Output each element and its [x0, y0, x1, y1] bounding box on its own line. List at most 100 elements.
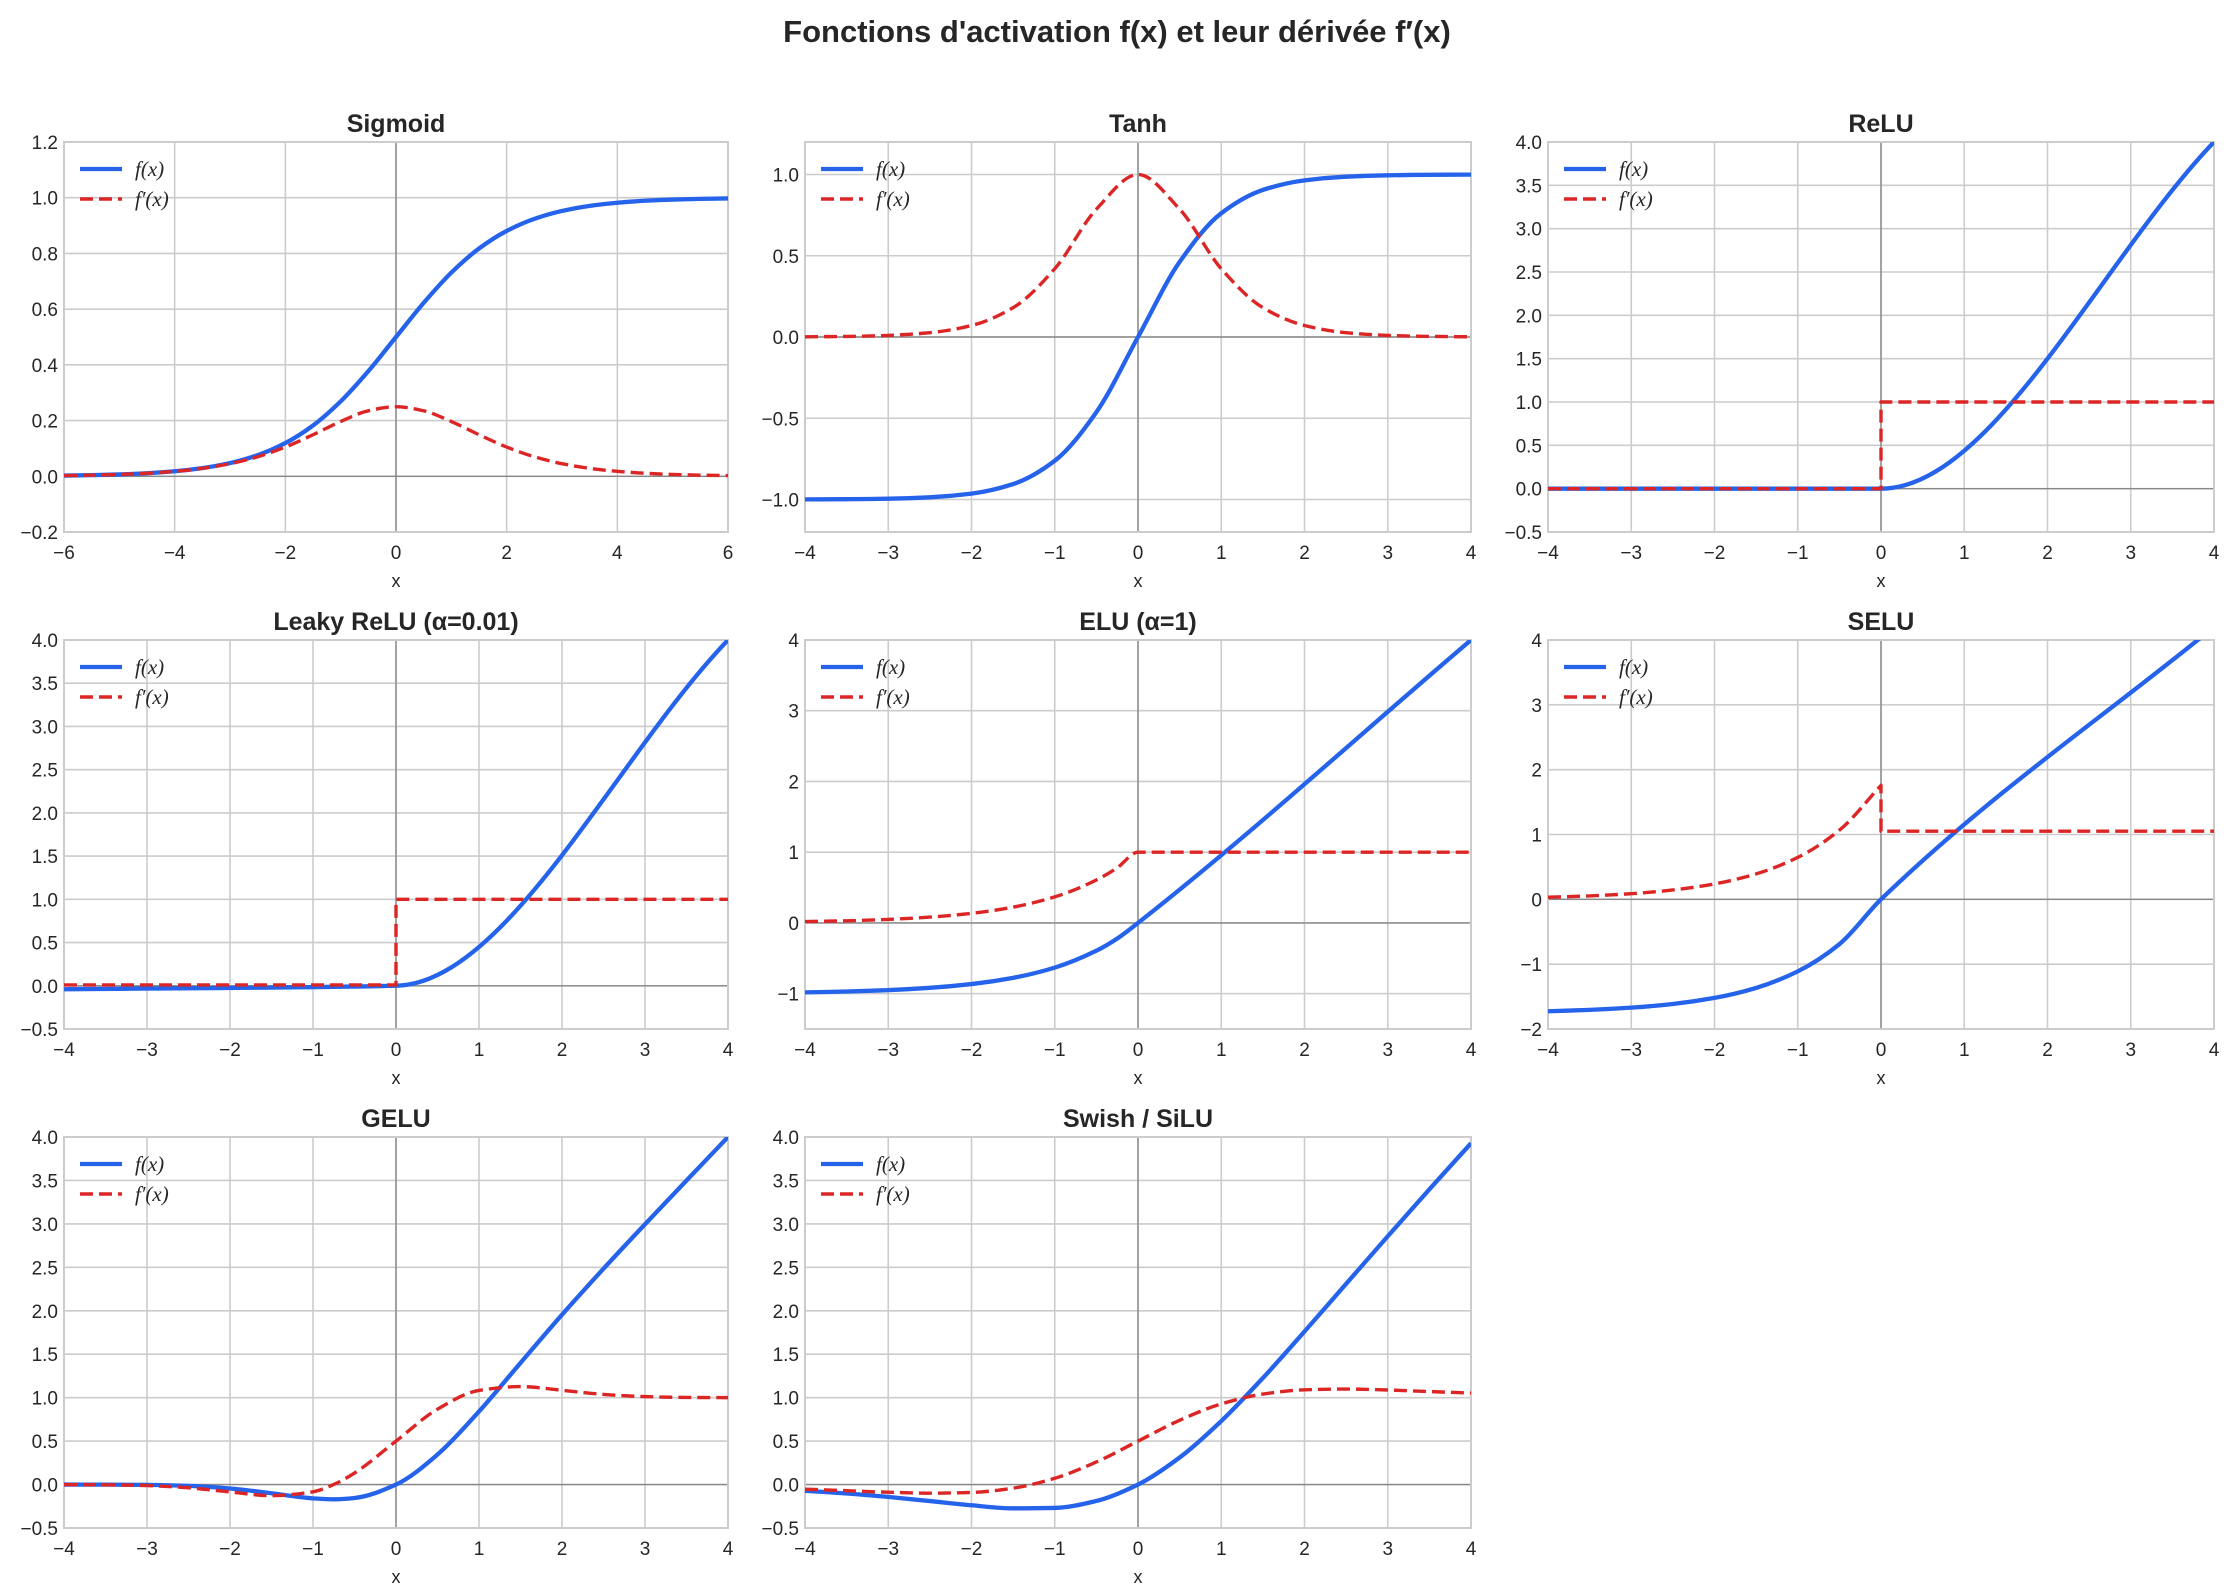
- x-axis-label: x: [392, 571, 401, 591]
- y-tick-label: 0.4: [32, 356, 59, 377]
- y-tick-label: 1.0: [1516, 393, 1542, 414]
- x-tick-label: 0: [1876, 1040, 1887, 1061]
- y-tick-label: −0.5: [1504, 523, 1542, 544]
- subplot-sigmoid: −6 −4 −2 0 2 4 6 −0.2 0.0 0.2 0.4 0.6 0.8 1.0 1.2 f(x) f…: [20, 110, 733, 591]
- x-tick-label: 2: [1299, 543, 1310, 564]
- y-tick-label: 3.5: [32, 674, 58, 695]
- x-tick-label: 1: [1959, 543, 1970, 564]
- y-tick-label: 2.0: [773, 1302, 799, 1323]
- x-tick-label: 3: [1382, 1539, 1393, 1560]
- x-tick-label: −2: [1704, 543, 1726, 564]
- subplot-tanh: −4 −3 −2 −1 0 1 2 3 4 −1.0 −0.5 0.0 0.5 1.0 f(x) f′(x) T…: [761, 110, 1476, 591]
- legend-label: f′(x): [135, 685, 169, 709]
- y-tick-label: 3.0: [32, 717, 58, 738]
- x-tick-label: 1: [1216, 1040, 1227, 1061]
- y-tick-label: 4: [788, 631, 799, 652]
- y-tick-label: −2: [1520, 1020, 1542, 1041]
- f-curve: [64, 196, 728, 478]
- legend-label: f(x): [876, 655, 905, 679]
- subplot-title: Sigmoid: [347, 110, 446, 138]
- axes-frame: [804, 141, 1472, 533]
- x-tick-label: 2: [557, 1040, 568, 1061]
- y-tick-label: 0.0: [1516, 480, 1542, 501]
- x-tick-label: 3: [2125, 1040, 2136, 1061]
- x-tick-label: −6: [53, 543, 75, 564]
- y-tick-label: 1.5: [32, 847, 58, 868]
- x-axis-label: x: [1134, 1567, 1143, 1587]
- axes-frame: [1547, 639, 2215, 1030]
- x-tick-label: −3: [877, 543, 899, 564]
- x-tick-label: 1: [1959, 1040, 1970, 1061]
- x-tick-label: −1: [302, 1539, 324, 1560]
- x-axis-label: x: [1134, 1068, 1143, 1088]
- subplot-title: ReLU: [1848, 110, 1913, 138]
- x-tick-label: −3: [136, 1539, 158, 1560]
- legend-label: f(x): [1619, 157, 1648, 181]
- y-tick-label: 2: [788, 772, 799, 793]
- x-tick-label: 4: [723, 1040, 734, 1061]
- x-tick-label: 2: [1299, 1040, 1310, 1061]
- y-tick-label: 2.0: [32, 804, 58, 825]
- subplot-gelu: −4 −3 −2 −1 0 1 2 3 4 −0.5 0.0 0.5 1.0 1.5 2.0 2.5 3.0 3.…: [20, 1105, 733, 1587]
- legend-label: f′(x): [876, 187, 910, 211]
- x-tick-label: −3: [136, 1040, 158, 1061]
- x-axis-label: x: [1877, 1068, 1886, 1088]
- axes-frame: [63, 141, 729, 533]
- y-tick-label: −0.5: [761, 409, 799, 430]
- x-tick-label: −4: [794, 543, 816, 564]
- legend-label: f(x): [1619, 655, 1648, 679]
- y-tick-label: 0.0: [32, 977, 58, 998]
- x-tick-label: 3: [1382, 1040, 1393, 1061]
- figure-title: Fonctions d'activation f(x) et leur déri…: [783, 14, 1451, 49]
- x-tick-label: −4: [53, 1040, 75, 1061]
- axes-frame: [63, 1136, 729, 1529]
- y-tick-label: 0.5: [32, 1432, 58, 1453]
- y-tick-label: 3.0: [32, 1215, 58, 1236]
- y-tick-label: 1.0: [32, 189, 58, 210]
- x-tick-label: 3: [2125, 543, 2136, 564]
- x-tick-label: 2: [557, 1539, 568, 1560]
- y-tick-label: 2: [1531, 761, 1542, 782]
- y-tick-label: 0.8: [32, 244, 58, 265]
- x-axis-label: x: [392, 1567, 401, 1587]
- fprime-curve: [805, 172, 1471, 339]
- legend-label: f(x): [135, 655, 164, 679]
- f-curve: [805, 640, 1471, 995]
- f-curve: [805, 1141, 1471, 1511]
- x-tick-label: −2: [274, 543, 296, 564]
- x-tick-label: 2: [2042, 543, 2053, 564]
- x-tick-label: −4: [1537, 543, 1559, 564]
- y-tick-label: 1.0: [32, 890, 58, 911]
- subplot-swish-silu: −4 −3 −2 −1 0 1 2 3 4 −0.5 0.0 0.5 1.0 1.5 2.0 2.5 3.0 3.…: [761, 1105, 1476, 1587]
- y-tick-label: 1.5: [32, 1345, 58, 1366]
- y-tick-label: −0.5: [20, 1020, 58, 1041]
- axes-frame: [804, 1136, 1472, 1529]
- x-tick-label: −2: [961, 543, 983, 564]
- x-tick-label: 4: [612, 543, 623, 564]
- x-tick-label: −2: [961, 1539, 983, 1560]
- subplot-title: ELU (α=1): [1079, 608, 1196, 636]
- x-tick-label: −3: [1620, 1040, 1642, 1061]
- y-tick-label: 2.5: [773, 1258, 799, 1279]
- legend-label: f(x): [135, 1152, 164, 1176]
- x-tick-label: 4: [2209, 1040, 2220, 1061]
- x-tick-label: 0: [391, 1040, 402, 1061]
- y-tick-label: 3.5: [1516, 176, 1542, 197]
- y-tick-label: 1.0: [773, 1389, 799, 1410]
- subplot-title: Tanh: [1109, 110, 1167, 138]
- y-tick-label: 2.5: [32, 761, 58, 782]
- x-tick-label: 0: [1876, 543, 1887, 564]
- y-tick-label: 2.0: [1516, 306, 1542, 327]
- fprime-curve: [805, 1387, 1471, 1495]
- f-curve: [64, 640, 728, 992]
- y-tick-label: 0.0: [773, 1476, 799, 1497]
- x-tick-label: 4: [723, 1539, 734, 1560]
- x-tick-label: −1: [1787, 1040, 1809, 1061]
- axes-frame: [63, 639, 729, 1030]
- y-tick-label: 1.2: [32, 133, 58, 154]
- fprime-curve: [64, 1384, 728, 1498]
- y-tick-label: −0.2: [20, 523, 58, 544]
- x-tick-label: 4: [1466, 543, 1477, 564]
- y-tick-label: 0: [788, 914, 799, 935]
- y-tick-label: 3.0: [773, 1215, 799, 1236]
